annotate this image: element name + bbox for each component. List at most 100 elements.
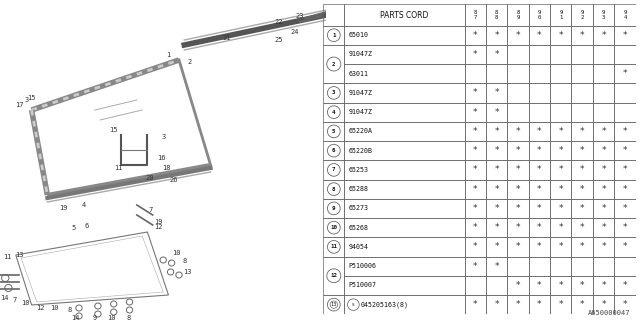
Text: 91047Z: 91047Z [348,90,372,96]
Bar [323,122,344,141]
Bar [323,45,344,83]
Bar [344,218,465,237]
Text: *: * [580,146,584,155]
Text: 9
4: 9 4 [623,10,627,20]
Bar [550,180,572,199]
Bar [508,64,529,83]
Text: *: * [495,223,499,232]
Bar [344,199,465,218]
Bar [529,26,550,45]
Text: 2: 2 [188,59,191,65]
Bar [593,199,614,218]
Bar [465,26,486,45]
Bar [529,180,550,199]
Bar [529,237,550,257]
Bar [572,160,593,180]
Bar [323,257,344,295]
Bar [572,102,593,122]
Bar [529,218,550,237]
Bar [593,141,614,160]
Bar [344,26,465,45]
Text: *: * [495,88,499,97]
Bar [508,83,529,102]
Text: *: * [537,146,541,155]
Bar [572,276,593,295]
Text: *: * [623,204,627,213]
Bar [593,218,614,237]
Text: 63011: 63011 [348,71,368,77]
Bar [486,257,508,276]
Bar [508,26,529,45]
Text: 10: 10 [21,300,29,306]
Bar [465,160,486,180]
Text: *: * [623,242,627,252]
Text: P510007: P510007 [348,282,376,288]
Bar [344,295,465,314]
Text: 2: 2 [332,61,335,67]
Text: 91047Z: 91047Z [348,109,372,115]
Text: 3: 3 [332,91,335,95]
Text: *: * [601,204,605,213]
Bar [614,276,636,295]
Text: 8
8: 8 8 [495,10,499,20]
Text: *: * [537,185,541,194]
Text: 94054: 94054 [348,244,368,250]
Text: *: * [473,108,477,117]
Bar [465,276,486,295]
Text: 8
9: 8 9 [516,10,520,20]
Text: 21: 21 [222,35,230,41]
Text: *: * [473,300,477,309]
Text: *: * [623,69,627,78]
Text: *: * [559,204,563,213]
Bar [572,26,593,45]
Bar [486,122,508,141]
Bar [550,122,572,141]
Bar [614,237,636,257]
Text: *: * [537,165,541,174]
Text: *: * [623,281,627,290]
Text: 25: 25 [275,37,284,43]
Bar [614,257,636,276]
Bar [593,83,614,102]
Bar [323,218,344,237]
Text: *: * [623,223,627,232]
Text: *: * [495,165,499,174]
Text: 9: 9 [332,206,335,211]
Bar [572,141,593,160]
Bar [593,160,614,180]
Text: *: * [537,281,541,290]
Bar [550,295,572,314]
Text: *: * [473,88,477,97]
Text: 65273: 65273 [348,205,368,212]
Bar [465,218,486,237]
Text: *: * [495,108,499,117]
Text: *: * [601,185,605,194]
Text: 91047Z: 91047Z [348,52,372,57]
Text: *: * [495,127,499,136]
Bar [614,160,636,180]
Bar [614,122,636,141]
Text: *: * [559,146,563,155]
Text: *: * [559,300,563,309]
Text: *: * [473,50,477,59]
Bar [572,295,593,314]
Bar [550,257,572,276]
Text: *: * [495,31,499,40]
Text: *: * [580,185,584,194]
Text: 9
1: 9 1 [559,10,563,20]
Text: 8
7: 8 7 [474,10,477,20]
Bar [508,4,529,26]
Text: *: * [473,223,477,232]
Text: *: * [623,127,627,136]
Text: *: * [495,204,499,213]
Bar [614,4,636,26]
Bar [593,64,614,83]
Bar [550,64,572,83]
Text: 16: 16 [157,155,165,161]
Text: *: * [580,31,584,40]
Text: *: * [623,146,627,155]
Bar [344,4,465,26]
Text: *: * [580,165,584,174]
Bar [486,180,508,199]
Bar [323,83,344,102]
